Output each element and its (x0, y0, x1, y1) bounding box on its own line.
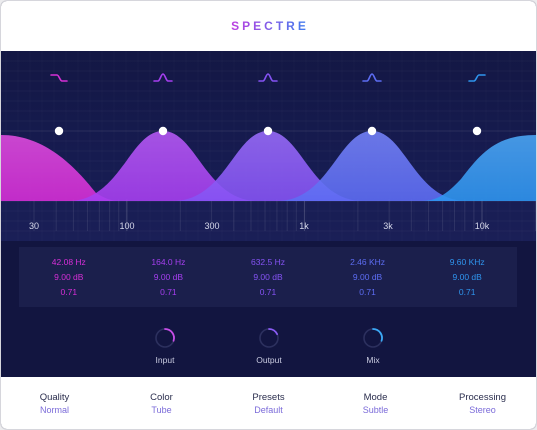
bell-icon[interactable] (153, 73, 173, 82)
band-q[interactable]: 0.71 (359, 287, 376, 297)
band-q[interactable]: 0.71 (160, 287, 177, 297)
band-readout: 632.5 Hz 9.00 dB 0.71 (218, 247, 318, 307)
band-curve-sheen (173, 131, 363, 201)
band-frequency[interactable]: 9.60 KHz (449, 257, 485, 267)
freq-tick-label: 100 (119, 221, 135, 231)
high-shelf-icon[interactable] (468, 74, 486, 82)
band-gain[interactable]: 9.00 dB (253, 272, 283, 282)
eq-display[interactable]: 30 100 300 1k 3k 10k (1, 51, 536, 241)
footer-item-value[interactable]: Normal (39, 404, 69, 415)
footer-item-quality[interactable]: Quality Normal (1, 377, 108, 429)
band-gain[interactable]: 9.00 dB (452, 272, 482, 282)
knob-dial[interactable] (154, 327, 176, 349)
eq-graph[interactable] (1, 51, 536, 241)
footer-item-value[interactable]: Subtle (362, 404, 389, 415)
band-gain[interactable]: 9.00 dB (54, 272, 84, 282)
footer-item-color[interactable]: Color Tube (108, 377, 215, 429)
band-readouts: 42.08 Hz 9.00 dB 0.71 164.0 Hz 9.00 dB 0.71 63… (19, 247, 517, 307)
band-curve-sheen (421, 135, 536, 201)
controls-panel: 42.08 Hz 9.00 dB 0.71 164.0 Hz 9.00 dB 0.71 63… (1, 241, 536, 377)
footer-item-name: Color (150, 391, 173, 403)
low-shelf-icon[interactable] (50, 74, 68, 82)
band-gain[interactable]: 9.00 dB (153, 272, 184, 282)
bell-icon[interactable] (258, 73, 278, 82)
footer-bar: Quality Normal Color Tube Presets Default Mode… (1, 377, 536, 429)
band-handle[interactable] (367, 126, 377, 136)
knob-value-arc (372, 328, 383, 342)
header: SPECTRE (1, 1, 536, 51)
band-handle[interactable] (54, 126, 64, 136)
band-handle[interactable] (158, 126, 168, 136)
band-curve-sheen (1, 135, 121, 201)
band-handle[interactable] (472, 126, 482, 136)
freq-tick-label: 3k (383, 221, 393, 231)
knob-dial[interactable] (258, 327, 280, 349)
knob-value-arc (268, 328, 279, 336)
band-readout: 164.0 Hz 9.00 dB 0.71 (119, 247, 219, 307)
band-frequency[interactable]: 2.46 KHz (350, 257, 386, 267)
knob-label: Output (256, 355, 282, 365)
band-q[interactable]: 0.71 (259, 287, 277, 297)
footer-item-presets[interactable]: Presets Default (215, 377, 322, 429)
knob-label: Input (155, 355, 175, 365)
freq-tick-label: 10k (474, 221, 490, 231)
freq-tick-label: 1k (299, 221, 309, 231)
band-readout: 2.46 KHz 9.00 dB 0.71 (318, 247, 418, 307)
mix-knob[interactable]: Mix (351, 327, 395, 365)
knob-label: Mix (366, 355, 380, 365)
footer-item-name: Quality (39, 391, 70, 403)
knob-value-arc (164, 328, 175, 342)
footer-item-value[interactable]: Tube (151, 404, 172, 415)
knob-dial[interactable] (362, 327, 384, 349)
footer-item-processing[interactable]: Processing Stereo (429, 377, 536, 429)
band-q[interactable]: 0.71 (60, 287, 78, 297)
band-frequency[interactable]: 164.0 Hz (151, 257, 186, 267)
footer-item-name: Presets (252, 391, 285, 403)
band-readout: 42.08 Hz 9.00 dB 0.71 (19, 247, 119, 307)
footer-item-name: Processing (459, 391, 506, 403)
band-readout: 9.60 KHz 9.00 dB 0.71 (417, 247, 517, 307)
band-q[interactable]: 0.71 (458, 287, 476, 297)
footer-item-value[interactable]: Stereo (469, 404, 496, 415)
band-curve-sheen (68, 131, 258, 201)
bell-icon[interactable] (362, 73, 382, 82)
footer-item-mode[interactable]: Mode Subtle (322, 377, 429, 429)
footer-item-value[interactable]: Default (254, 404, 283, 415)
freq-tick-label: 300 (204, 221, 220, 231)
freq-tick-label: 30 (28, 221, 40, 231)
band-frequency[interactable]: 42.08 Hz (51, 257, 86, 267)
band-handle[interactable] (263, 126, 273, 136)
input-knob[interactable]: Input (143, 327, 187, 365)
band-curve-sheen (277, 131, 467, 201)
band-frequency[interactable]: 632.5 Hz (250, 257, 285, 267)
band-gain[interactable]: 9.00 dB (352, 272, 383, 282)
footer-item-name: Mode (363, 391, 388, 403)
output-knob[interactable]: Output (247, 327, 291, 365)
app-title: SPECTRE (228, 19, 309, 33)
